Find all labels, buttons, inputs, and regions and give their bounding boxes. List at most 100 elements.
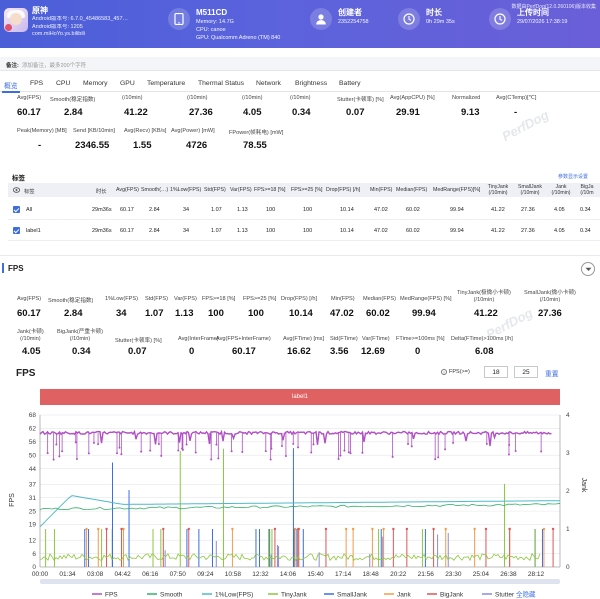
fps-dip-point <box>292 442 295 445</box>
metric-value: 1.07 <box>145 308 164 319</box>
col-header[interactable]: Std(FPS) <box>204 187 226 193</box>
row-checkbox[interactable] <box>13 206 20 213</box>
table-cell: 4.05 <box>554 228 565 234</box>
x-tick-label: 09:24 <box>197 571 214 578</box>
metric-value: 1.55 <box>133 140 152 151</box>
notes-input[interactable]: 添加备注，最多200个字符 <box>22 63 87 69</box>
jank-point <box>85 527 88 531</box>
legend-label: TinyJank <box>281 591 308 598</box>
label-banner[interactable]: label1 <box>40 389 560 405</box>
row-checkbox[interactable] <box>13 227 20 234</box>
fps-dip-point <box>339 454 342 457</box>
hide-all-button: 全隐藏 <box>516 589 536 598</box>
fps-dip-point <box>269 458 272 461</box>
jank-point <box>473 527 476 531</box>
col-header[interactable]: 1%Low(FPS) <box>170 187 202 193</box>
tab-memory[interactable]: Memory <box>83 80 108 87</box>
col-header[interactable]: Smooth(…) <box>141 187 169 193</box>
col-header[interactable]: TinyJank (/10min) <box>487 184 509 196</box>
bigjank-point <box>551 527 555 531</box>
info-icon[interactable]: ? <box>441 369 447 375</box>
fps-dip-point <box>485 442 488 445</box>
legend-label: SmallJank <box>337 591 368 598</box>
table-row[interactable]: All 29m36s 60.17 2.84 34 1.07 1.13 100 1… <box>8 200 600 220</box>
metric-value: 27.36 <box>189 107 213 118</box>
fps-dip-point <box>407 442 410 445</box>
y2-tick-label: 1 <box>566 526 570 533</box>
fps-dip-point <box>280 444 283 447</box>
col-header[interactable]: Drop(FPS) [/h] <box>326 187 361 193</box>
collapse-button[interactable] <box>581 262 595 276</box>
col-header[interactable]: 时长 <box>96 189 107 195</box>
fps-dip-point <box>452 441 455 444</box>
metric-value: 60.17 <box>17 308 41 319</box>
tab-temperature[interactable]: Temperature <box>147 80 186 87</box>
fps-threshold-low-input[interactable] <box>484 366 508 378</box>
metric-label: Avg(InterFrame) <box>178 336 219 342</box>
fps-threshold-high-input[interactable] <box>514 366 538 378</box>
tab-fps[interactable]: FPS <box>30 80 44 87</box>
notes-bar[interactable]: 备注: 添加备注，最多200个字符 <box>0 57 600 71</box>
tab-brightness[interactable]: Brightness <box>295 80 328 87</box>
col-header[interactable]: MedRange(FPS)[%] <box>433 187 481 193</box>
table-cell: 27.36 <box>521 207 535 213</box>
eye-icon[interactable] <box>12 187 21 195</box>
bigjank-point <box>324 527 328 531</box>
fps-dip-point <box>58 455 61 458</box>
y-tick-label: 62 <box>29 426 37 433</box>
metric-value: 29.91 <box>396 107 420 118</box>
col-header[interactable]: FPS>=25 [%] <box>291 187 323 193</box>
table-cell: 27.36 <box>521 228 535 234</box>
fps-dip-point <box>140 450 143 453</box>
row-label: label1 <box>26 228 41 234</box>
y2-tick-label: 3 <box>566 450 570 457</box>
metric-label: TinyJank(极微小卡顿) (/10min) <box>457 290 511 303</box>
reset-button[interactable]: 重置 <box>545 371 559 378</box>
fps-dip-point <box>92 441 95 444</box>
metric-label: Std(FPS) <box>145 296 169 302</box>
metric-value: 60.02 <box>366 308 390 319</box>
table-cell: 2.84 <box>149 228 160 234</box>
y-tick-label: 6 <box>32 551 36 558</box>
bigjank-point <box>432 527 435 531</box>
col-header[interactable]: Jank (/10min) <box>551 184 571 196</box>
x-tick-label: 26:38 <box>500 571 517 578</box>
param-settings-link[interactable]: 参数显示设置 <box>558 174 589 180</box>
upload-title: 上传时间 <box>517 8 549 17</box>
metric-label: Median(FPS) <box>363 296 396 302</box>
tab-thermal-status[interactable]: Thermal Status <box>198 80 245 87</box>
metric-value: 0 <box>415 346 421 357</box>
metric-label: Smooth(稳定指数) <box>48 298 94 304</box>
fps-dip-point <box>181 448 184 451</box>
col-header[interactable]: FPS>=18 [%] <box>254 187 286 193</box>
x-tick-label: 07:50 <box>170 571 187 578</box>
metric-label: MedRange(FPS) [%] <box>400 296 452 302</box>
tab-overview[interactable]: 概览 <box>2 80 20 93</box>
fps-dip-point <box>208 441 211 444</box>
col-header[interactable]: Avg(FPS) <box>116 187 139 193</box>
metric-label: Send [KB/10min] <box>73 128 115 134</box>
legend-item-smalljank: SmallJank <box>324 591 368 598</box>
tinyjank-line <box>39 552 541 562</box>
tab-battery[interactable]: Battery <box>339 80 361 87</box>
col-header[interactable]: Median(FPS) <box>396 187 428 193</box>
bigjank-point <box>405 527 409 531</box>
tab-network[interactable]: Network <box>256 80 281 87</box>
metric-label: Normalized <box>452 95 481 101</box>
col-header[interactable]: 标签 <box>24 189 35 195</box>
tab-cpu[interactable]: CPU <box>56 80 71 87</box>
bigjank-point <box>297 527 300 531</box>
col-header[interactable]: Min(FPS) <box>370 187 393 193</box>
col-header[interactable]: SmallJank (/10min) <box>518 184 542 196</box>
y-tick-label: 31 <box>29 495 37 502</box>
metric-value: 0.07 <box>128 346 147 357</box>
table-row[interactable]: label1 29m36s 60.17 2.84 34 1.07 1.13 10… <box>8 221 600 241</box>
tab-gpu[interactable]: GPU <box>120 80 135 87</box>
col-header[interactable]: BigJa (/10m <box>580 184 594 196</box>
col-header[interactable]: Var(FPS) <box>230 187 252 193</box>
table-cell: 10.14 <box>340 228 354 234</box>
fps-dip-point <box>514 449 517 452</box>
fps-threshold-label: FPS(>=) <box>449 369 470 375</box>
app-name: 原神 <box>32 6 48 15</box>
